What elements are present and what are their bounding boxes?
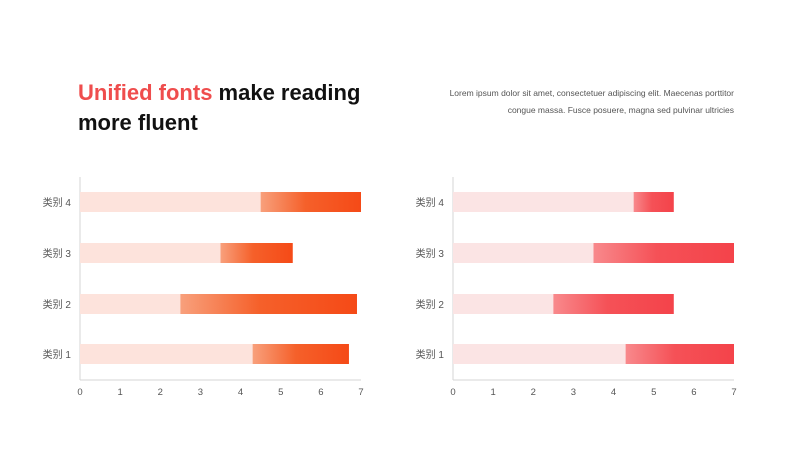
bar-value-segment — [553, 294, 674, 314]
x-tick-label: 3 — [571, 387, 576, 398]
page-title: Unified fonts make reading more fluent — [78, 78, 398, 138]
category-label: 类别 4 — [416, 196, 445, 209]
x-tick-label: 0 — [450, 387, 455, 398]
bar-value-segment — [220, 243, 293, 263]
x-tick-label: 6 — [691, 387, 696, 398]
bar-value-segment — [633, 192, 674, 212]
x-tick-label: 5 — [651, 387, 656, 398]
bar-base-segment — [80, 294, 181, 314]
bar-base-segment — [453, 243, 594, 263]
x-tick-label: 6 — [318, 387, 323, 398]
x-tick-label: 2 — [158, 387, 163, 398]
x-tick-label: 4 — [238, 387, 243, 398]
category-label: 类别 2 — [43, 298, 72, 311]
category-label: 类别 4 — [43, 196, 72, 209]
x-tick-label: 7 — [731, 387, 736, 398]
description-text: Lorem ipsum dolor sit amet, consectetuer… — [449, 88, 734, 115]
x-tick-label: 1 — [490, 387, 495, 398]
x-tick-label: 1 — [117, 387, 122, 398]
bar-value-segment — [252, 344, 349, 364]
category-label: 类别 2 — [416, 298, 445, 311]
x-tick-label: 4 — [611, 387, 616, 398]
bar-base-segment — [80, 344, 253, 364]
category-label: 类别 1 — [43, 348, 72, 361]
category-label: 类别 3 — [43, 247, 72, 260]
bar-base-segment — [80, 192, 261, 212]
category-label: 类别 1 — [416, 348, 445, 361]
bar-value-segment — [260, 192, 361, 212]
title-rest: make reading more fluent — [78, 80, 361, 135]
x-tick-label: 0 — [77, 387, 82, 398]
title-accent: Unified fonts — [78, 80, 213, 105]
x-tick-label: 2 — [531, 387, 536, 398]
bar-value-segment — [180, 294, 357, 314]
bar-value-segment — [593, 243, 734, 263]
category-label: 类别 3 — [416, 247, 445, 260]
x-tick-label: 5 — [278, 387, 283, 398]
bar-base-segment — [453, 192, 634, 212]
chart-left: 类别 1 类别 2 类别 3 类别 4 0 1 2 3 4 5 6 7 — [43, 177, 364, 398]
x-tick-label: 3 — [198, 387, 203, 398]
bar-value-segment — [625, 344, 734, 364]
bar-base-segment — [453, 344, 626, 364]
bar-base-segment — [453, 294, 554, 314]
chart-right: 类别 1 类别 2 类别 3 类别 4 0 1 2 3 4 5 6 7 — [416, 177, 737, 398]
x-tick-label: 7 — [358, 387, 363, 398]
bar-base-segment — [80, 243, 221, 263]
